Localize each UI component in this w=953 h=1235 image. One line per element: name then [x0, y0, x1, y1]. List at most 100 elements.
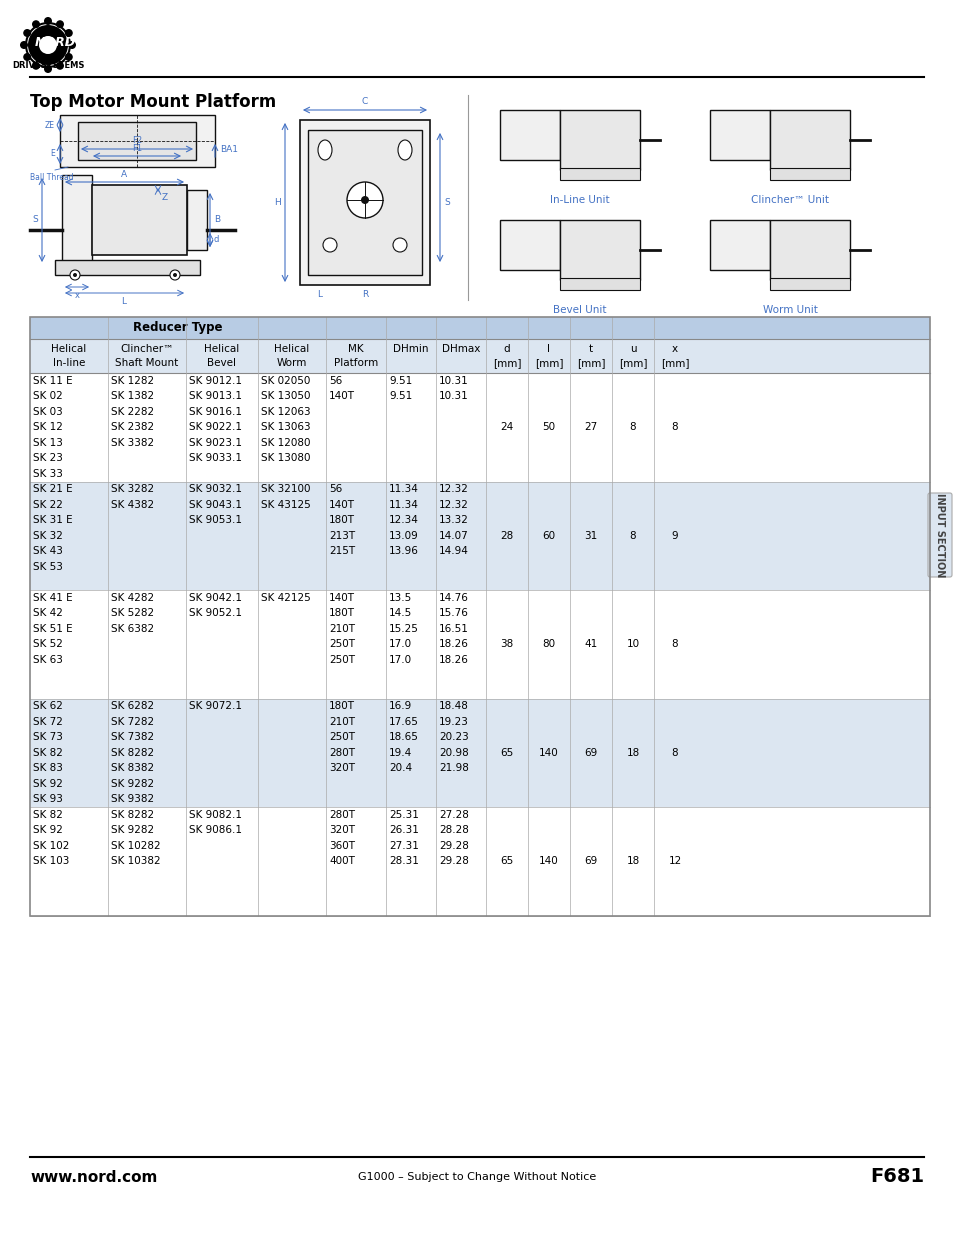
Text: 15.25: 15.25: [389, 624, 418, 634]
Text: 14.07: 14.07: [438, 531, 468, 541]
Text: 8: 8: [671, 422, 678, 432]
Bar: [559, 168, 639, 180]
Text: 180T: 180T: [329, 609, 355, 619]
Text: F681: F681: [869, 1167, 923, 1187]
Text: SK 10382: SK 10382: [111, 856, 160, 866]
Text: DHmax: DHmax: [441, 345, 479, 354]
Text: C: C: [361, 98, 368, 106]
Text: SK 9022.1: SK 9022.1: [189, 422, 242, 432]
Text: 14.94: 14.94: [438, 546, 468, 556]
Circle shape: [68, 41, 76, 49]
Text: 8: 8: [671, 747, 678, 758]
Text: Helical: Helical: [204, 345, 239, 354]
Text: SK 23: SK 23: [33, 453, 63, 463]
Text: 250T: 250T: [329, 732, 355, 742]
Text: SK 9072.1: SK 9072.1: [189, 701, 242, 711]
Text: SK 9382: SK 9382: [111, 794, 154, 804]
Bar: [559, 278, 639, 290]
Text: F2: F2: [132, 136, 142, 144]
Text: SK 11 E: SK 11 E: [33, 375, 72, 385]
Text: 213T: 213T: [329, 531, 355, 541]
Circle shape: [39, 36, 57, 54]
Text: Reducer Type: Reducer Type: [133, 321, 222, 335]
Text: 20.23: 20.23: [438, 732, 468, 742]
Text: [mm]: [mm]: [535, 358, 562, 368]
Circle shape: [23, 28, 31, 37]
Text: SK 6382: SK 6382: [111, 624, 154, 634]
Text: SK 22: SK 22: [33, 500, 63, 510]
Text: SK 13: SK 13: [33, 437, 63, 448]
Text: SK 8382: SK 8382: [111, 763, 154, 773]
Text: SK 10282: SK 10282: [111, 841, 160, 851]
Text: SK 9086.1: SK 9086.1: [189, 825, 242, 835]
Text: Top Motor Mount Platform: Top Motor Mount Platform: [30, 93, 276, 111]
Text: 210T: 210T: [329, 716, 355, 726]
Text: H: H: [274, 198, 281, 207]
Text: 11.34: 11.34: [389, 500, 418, 510]
Text: 320T: 320T: [329, 825, 355, 835]
Text: 10.31: 10.31: [438, 375, 468, 385]
Text: SK 33: SK 33: [33, 469, 63, 479]
Text: SK 103: SK 103: [33, 856, 70, 866]
Text: SK 93: SK 93: [33, 794, 63, 804]
Text: 18.65: 18.65: [389, 732, 418, 742]
Text: Z: Z: [162, 193, 168, 203]
Text: SK 9032.1: SK 9032.1: [189, 484, 242, 494]
Text: SK 13050: SK 13050: [261, 391, 310, 401]
Text: MK: MK: [348, 345, 363, 354]
Text: BA1: BA1: [220, 146, 237, 154]
Circle shape: [170, 270, 180, 280]
Text: SK 1382: SK 1382: [111, 391, 154, 401]
Text: 12: 12: [668, 856, 680, 866]
Text: u: u: [629, 345, 636, 354]
Text: SK 13063: SK 13063: [261, 422, 311, 432]
Bar: [30, 590, 929, 699]
Text: 28.28: 28.28: [438, 825, 468, 835]
Bar: [769, 168, 849, 180]
Text: 18.26: 18.26: [438, 655, 468, 664]
Text: SK 83: SK 83: [33, 763, 63, 773]
Text: 25.31: 25.31: [389, 810, 418, 820]
Circle shape: [40, 37, 56, 53]
Text: 13.96: 13.96: [389, 546, 418, 556]
Text: Worm Unit: Worm Unit: [761, 305, 817, 315]
Bar: [30, 806, 929, 915]
Text: SK 63: SK 63: [33, 655, 63, 664]
Text: 360T: 360T: [329, 841, 355, 851]
Text: In-Line Unit: In-Line Unit: [550, 195, 609, 205]
Text: SK 2382: SK 2382: [111, 422, 154, 432]
Text: SK 3282: SK 3282: [111, 484, 154, 494]
Text: 18.26: 18.26: [438, 640, 468, 650]
Circle shape: [32, 62, 40, 70]
Text: 20.4: 20.4: [389, 763, 412, 773]
Text: Bevel Unit: Bevel Unit: [553, 305, 606, 315]
Text: 50: 50: [542, 422, 555, 432]
Ellipse shape: [397, 140, 412, 161]
Text: 250T: 250T: [329, 655, 355, 664]
Text: SK 82: SK 82: [33, 810, 63, 820]
Text: 18.48: 18.48: [438, 701, 468, 711]
Text: 8: 8: [629, 422, 636, 432]
Bar: [30, 482, 929, 590]
Text: x: x: [671, 345, 678, 354]
Bar: [709, 110, 769, 161]
FancyBboxPatch shape: [927, 493, 951, 577]
Bar: [30, 338, 929, 373]
Text: SK 43: SK 43: [33, 546, 63, 556]
Text: [mm]: [mm]: [618, 358, 646, 368]
Text: 250T: 250T: [329, 640, 355, 650]
Bar: [709, 220, 769, 270]
Text: 17.65: 17.65: [389, 716, 418, 726]
Text: SK 8282: SK 8282: [111, 810, 154, 820]
Circle shape: [56, 20, 64, 28]
Circle shape: [44, 65, 52, 73]
Text: 69: 69: [584, 856, 597, 866]
Text: SK 1282: SK 1282: [111, 375, 154, 385]
Text: Clincher™: Clincher™: [120, 345, 173, 354]
Text: 9.51: 9.51: [389, 375, 412, 385]
Text: SK 13080: SK 13080: [261, 453, 310, 463]
Text: 8: 8: [629, 531, 636, 541]
Text: 27.31: 27.31: [389, 841, 418, 851]
Text: SK 2282: SK 2282: [111, 406, 154, 416]
Text: 17.0: 17.0: [389, 640, 412, 650]
